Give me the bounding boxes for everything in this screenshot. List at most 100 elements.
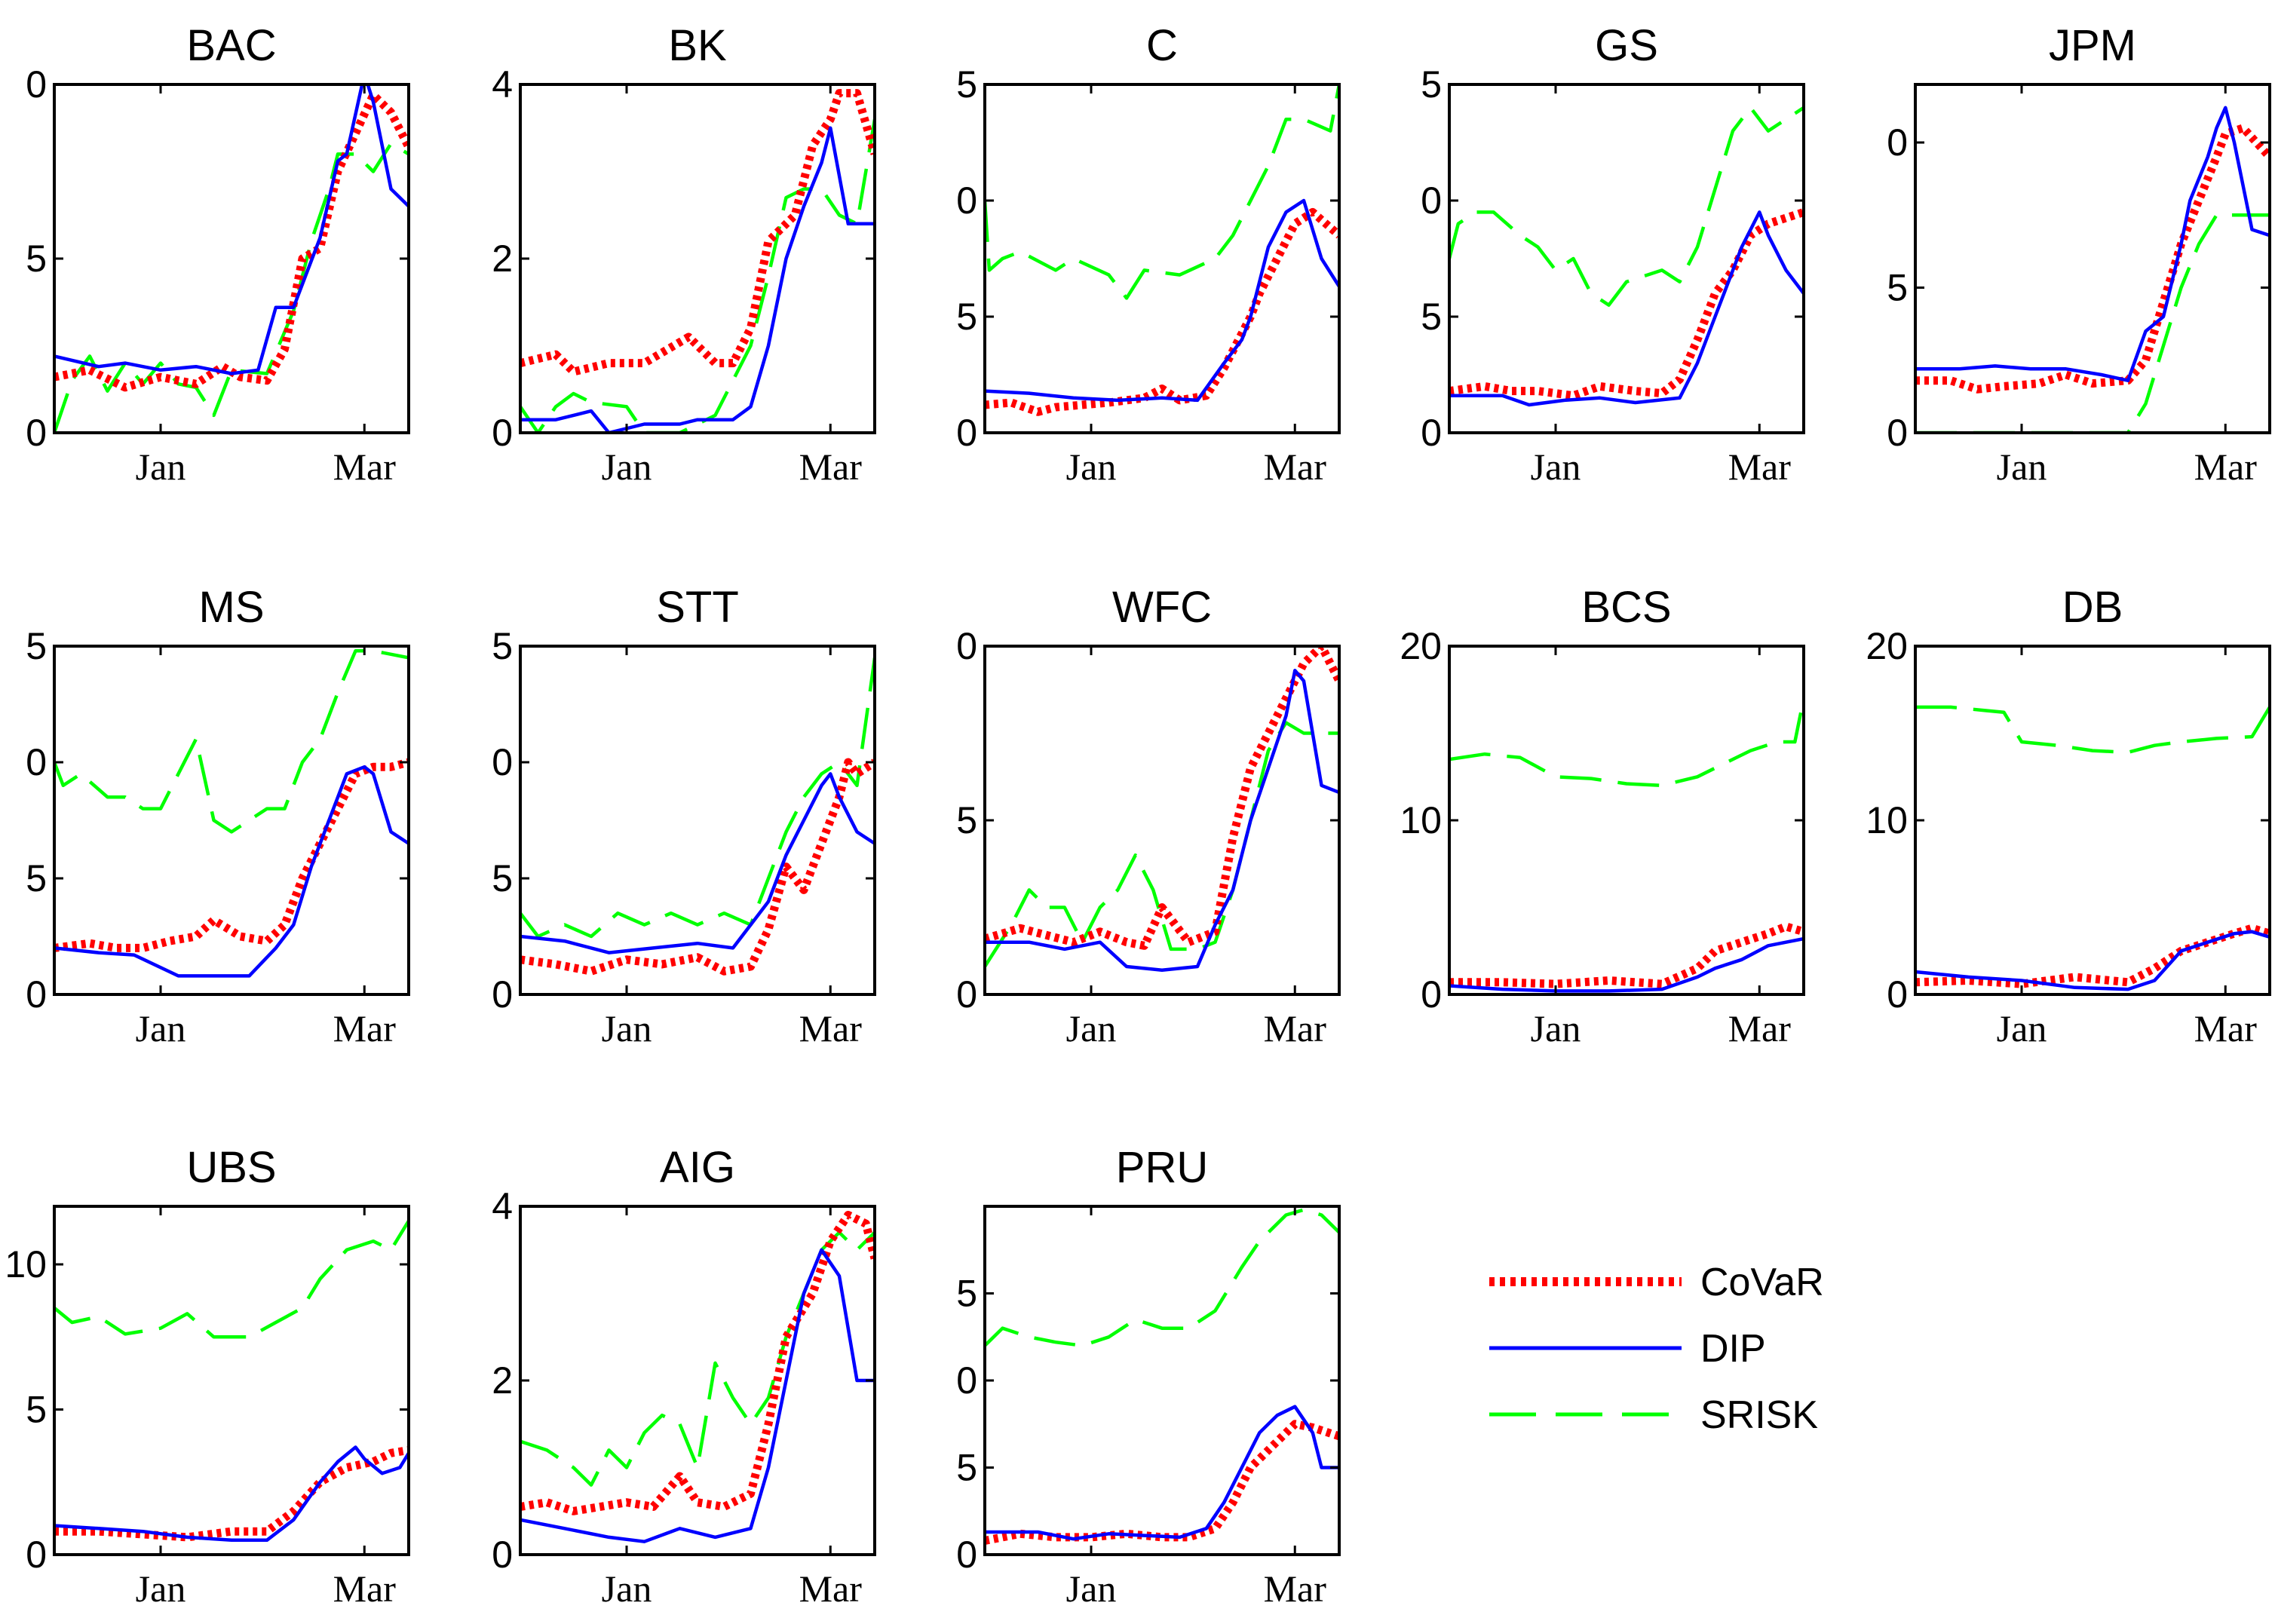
- legend-label-srisk: SRISK: [1700, 1393, 1818, 1437]
- series-line-dip: [54, 765, 409, 978]
- series-line-covar: [54, 1445, 409, 1542]
- y-tick-label: 5: [956, 296, 977, 338]
- y-tick-label: 0: [26, 63, 47, 106]
- y-tick-label: 20: [1866, 625, 1908, 667]
- series-line-covar: [520, 89, 875, 376]
- x-tick-label: Mar: [2194, 1007, 2258, 1049]
- panel-title: BAC: [186, 21, 276, 70]
- panel-pru: PRU 0 5 0 5 Jan Mar: [956, 1143, 1341, 1610]
- panel-wfc: WFC 0 5 0 Jan Mar: [956, 583, 1341, 1049]
- y-tick-label: 5: [1421, 296, 1442, 338]
- series-line-srisk: [520, 118, 875, 433]
- series-line-dip: [985, 198, 1339, 403]
- legend: CoVaR DIP SRISK: [1489, 1261, 1824, 1437]
- y-tick-label: 4: [492, 1185, 513, 1227]
- panel-title: PRU: [1116, 1143, 1208, 1192]
- x-tick-label: Jan: [1531, 1007, 1581, 1049]
- panel-title: MS: [199, 583, 265, 632]
- y-tick-label: 0: [956, 412, 977, 454]
- series-line-covar: [1449, 922, 1804, 988]
- x-tick-label: Jan: [1997, 446, 2047, 488]
- x-tick-label: Mar: [2194, 446, 2258, 488]
- y-tick-label: 2: [492, 237, 513, 280]
- y-tick-label: 5: [492, 625, 513, 667]
- x-tick-label: Jan: [136, 1007, 186, 1049]
- panel-title: C: [1146, 21, 1178, 70]
- series-line-dip: [520, 1248, 875, 1543]
- series-line-srisk: [985, 84, 1339, 300]
- x-tick-label: Jan: [602, 1007, 652, 1049]
- x-tick-label: Jan: [1066, 446, 1117, 488]
- series-line-srisk: [985, 1208, 1339, 1348]
- y-tick-label: 0: [1887, 121, 1908, 164]
- series-line-srisk: [54, 142, 409, 433]
- panel-frame: [1448, 645, 1805, 996]
- panel-jpm: JPM 0 5 0 Jan Mar: [1887, 21, 2271, 488]
- y-tick-label: 0: [492, 412, 513, 454]
- legend-label-covar: CoVaR: [1700, 1261, 1824, 1304]
- series-line-dip: [1915, 106, 2270, 382]
- y-tick-label: 5: [956, 63, 977, 106]
- y-tick-label: 0: [492, 741, 513, 783]
- y-tick-label: 0: [1887, 973, 1908, 1016]
- x-tick-label: Mar: [799, 1007, 863, 1049]
- x-tick-label: Mar: [333, 446, 397, 488]
- panels-layer: BAC 0 5 0 Jan Mar BK 0 2 4 Jan Mar C 0 5 0 5 Jan Mar GS 0 5 0 5…: [5, 21, 2271, 1610]
- y-tick-label: 0: [956, 973, 977, 1016]
- y-tick-label: 0: [26, 412, 47, 454]
- series-line-covar: [520, 1211, 875, 1515]
- x-tick-label: Jan: [1997, 1007, 2047, 1049]
- y-tick-label: 0: [956, 1534, 977, 1576]
- y-tick-label: 0: [26, 973, 47, 1016]
- y-tick-label: 0: [1421, 412, 1442, 454]
- panel-frame: [53, 1205, 410, 1556]
- panel-bk: BK 0 2 4 Jan Mar: [492, 21, 876, 488]
- y-tick-label: 5: [1887, 267, 1908, 309]
- series-line-covar: [520, 758, 875, 976]
- y-tick-label: 4: [492, 63, 513, 106]
- series-line-dip: [520, 126, 875, 433]
- x-tick-label: Jan: [1066, 1007, 1117, 1049]
- panel-db: DB 0 10 20 Jan Mar: [1866, 583, 2271, 1049]
- y-tick-label: 5: [26, 625, 47, 667]
- x-tick-label: Mar: [1728, 1007, 1792, 1049]
- series-line-covar: [1915, 124, 2270, 394]
- panel-frame: [519, 1205, 876, 1556]
- series-line-srisk: [54, 648, 409, 834]
- panel-title: BK: [668, 21, 727, 70]
- y-tick-label: 5: [26, 857, 47, 899]
- y-tick-label: 5: [492, 857, 513, 899]
- series-line-dip: [985, 669, 1339, 972]
- series-line-srisk: [1915, 705, 2270, 755]
- panel-title: GS: [1595, 21, 1658, 70]
- series-line-dip: [1449, 210, 1804, 407]
- panel-frame: [983, 1205, 1341, 1556]
- y-tick-label: 10: [1866, 799, 1908, 841]
- y-tick-label: 0: [956, 625, 977, 667]
- y-tick-label: 0: [1887, 412, 1908, 454]
- series-line-srisk: [54, 1220, 409, 1339]
- panel-c: C 0 5 0 5 Jan Mar: [956, 21, 1341, 488]
- series-line-covar: [1449, 208, 1804, 400]
- x-tick-label: Mar: [333, 1007, 397, 1049]
- x-tick-label: Jan: [136, 1567, 186, 1610]
- series-line-dip: [1915, 930, 2270, 991]
- panel-aig: AIG 0 2 4 Jan Mar: [492, 1143, 876, 1610]
- y-tick-label: 5: [26, 1389, 47, 1431]
- x-tick-label: Mar: [333, 1567, 397, 1610]
- series-line-dip: [520, 772, 875, 954]
- y-tick-label: 20: [1400, 625, 1442, 667]
- panel-title: UBS: [186, 1143, 276, 1192]
- x-tick-label: Mar: [799, 1567, 863, 1610]
- panel-ubs: UBS 0 5 10 Jan Mar: [5, 1143, 410, 1610]
- series-line-srisk: [1449, 106, 1804, 307]
- series-line-covar: [54, 758, 409, 952]
- y-tick-label: 5: [956, 1447, 977, 1489]
- x-tick-label: Jan: [602, 446, 652, 488]
- x-tick-label: Jan: [1531, 446, 1581, 488]
- x-tick-label: Mar: [1264, 446, 1327, 488]
- series-line-covar: [985, 1420, 1339, 1545]
- panel-stt: STT 0 5 0 5 Jan Mar: [492, 583, 876, 1049]
- panel-title: STT: [656, 583, 739, 632]
- y-tick-label: 0: [492, 1534, 513, 1576]
